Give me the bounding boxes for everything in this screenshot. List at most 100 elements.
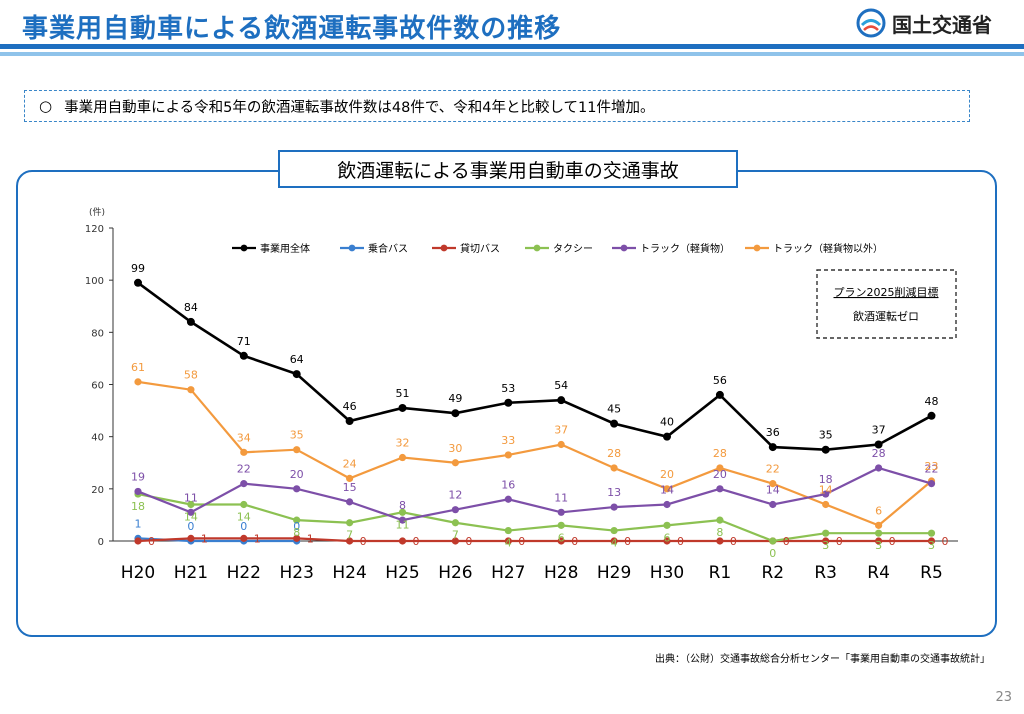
data-label: 40	[660, 416, 674, 429]
data-point	[346, 474, 354, 482]
data-point	[451, 506, 459, 514]
logo-text: 国土交通省	[892, 12, 992, 37]
data-label: 0	[187, 520, 194, 533]
data-label: 3	[875, 539, 882, 552]
data-point	[187, 386, 195, 394]
data-label: 0	[783, 535, 790, 548]
data-label: 22	[925, 463, 939, 476]
target-box-text: 飲酒運転ゼロ	[853, 309, 919, 323]
series-line-4	[137, 466, 932, 522]
data-label: 0	[889, 535, 896, 548]
legend-label: 貸切バス	[460, 242, 500, 255]
target-box-title: プラン2025削減目標	[834, 285, 939, 299]
page-number: 23	[995, 690, 1012, 705]
data-label: 1	[135, 517, 142, 530]
data-point	[821, 445, 830, 454]
data-label: 14	[819, 483, 833, 496]
data-point	[240, 448, 248, 456]
data-label: 0	[413, 535, 420, 548]
data-label: 8	[716, 526, 723, 539]
data-label: 28	[607, 447, 621, 460]
summary-text: 事業用自動車による令和5年の飲酒運転事故件数は48件で、令和4年と比較して11件…	[64, 99, 655, 116]
data-point	[187, 534, 195, 542]
data-point	[134, 537, 142, 545]
data-label: 0	[518, 535, 525, 548]
data-label: 32	[396, 437, 410, 450]
data-point	[927, 480, 936, 488]
x-tick-label: R5	[920, 563, 943, 583]
data-point	[769, 500, 777, 509]
data-label: 1	[201, 532, 208, 545]
data-point	[451, 409, 460, 418]
y-tick-label: 0	[98, 537, 104, 548]
x-tick-label: H23	[279, 563, 313, 583]
data-label: 14	[184, 510, 198, 523]
legend-swatch-marker	[348, 244, 356, 252]
series-line-3	[137, 492, 932, 543]
data-point	[187, 508, 195, 516]
data-point	[239, 351, 248, 360]
data-label: 0	[360, 535, 367, 548]
data-point	[240, 500, 248, 509]
data-label: 23	[925, 460, 939, 473]
data-point	[875, 521, 883, 529]
data-label: 28	[713, 447, 727, 460]
data-label: 71	[237, 335, 251, 348]
data-label: 18	[819, 473, 833, 486]
data-label: 1	[307, 532, 314, 545]
legend-label: タクシー	[553, 243, 593, 255]
data-label: 37	[554, 423, 568, 436]
data-point	[504, 398, 513, 407]
data-label: 0	[836, 535, 843, 548]
data-label: 0	[148, 535, 155, 548]
data-point	[504, 537, 512, 545]
data-point	[293, 516, 301, 524]
data-label: 22	[237, 463, 251, 476]
data-point	[240, 480, 248, 488]
data-label: 64	[290, 353, 304, 366]
data-point	[769, 480, 777, 488]
data-label: 99	[131, 262, 145, 275]
data-point	[398, 403, 407, 412]
x-tick-label: R2	[761, 563, 784, 583]
data-point	[398, 508, 407, 516]
data-point	[610, 419, 619, 428]
legend-label: トラック（軽貨物以外）	[773, 242, 883, 255]
data-label: 53	[501, 382, 515, 395]
data-label: 8	[399, 499, 406, 512]
data-point	[822, 490, 830, 498]
page-title: 事業用自動車による飲酒運転事故件数の推移	[22, 14, 562, 44]
data-point	[134, 487, 142, 496]
header-rule-light	[0, 52, 1024, 56]
target-box	[816, 269, 957, 339]
data-label: 7	[452, 529, 459, 542]
x-tick-label: H21	[174, 563, 208, 583]
data-point	[769, 537, 777, 545]
legend-swatch-marker	[620, 244, 628, 252]
data-label: 3	[928, 539, 935, 552]
x-tick-label: H24	[332, 563, 366, 583]
data-label: 0	[571, 535, 578, 548]
data-point	[293, 534, 301, 542]
legend-swatch-marker	[753, 244, 761, 252]
data-point	[875, 464, 883, 472]
y-tick-label: 20	[91, 485, 104, 496]
data-point	[557, 537, 565, 545]
y-unit-label: (件)	[89, 206, 105, 218]
data-point	[346, 498, 354, 506]
x-tick-label: H22	[227, 563, 261, 583]
data-label: 22	[766, 463, 780, 476]
data-label: 7	[346, 529, 353, 542]
data-label: 3	[822, 539, 829, 552]
data-label: 20	[290, 468, 304, 481]
data-point	[557, 508, 565, 516]
data-point	[557, 440, 565, 449]
y-tick-label: 120	[85, 224, 104, 235]
data-point	[663, 521, 671, 529]
data-label: 15	[343, 481, 357, 494]
x-tick-label: H30	[650, 563, 684, 583]
data-point	[504, 526, 512, 535]
data-label: 51	[396, 387, 410, 400]
data-point	[451, 459, 459, 467]
data-point	[875, 537, 883, 545]
